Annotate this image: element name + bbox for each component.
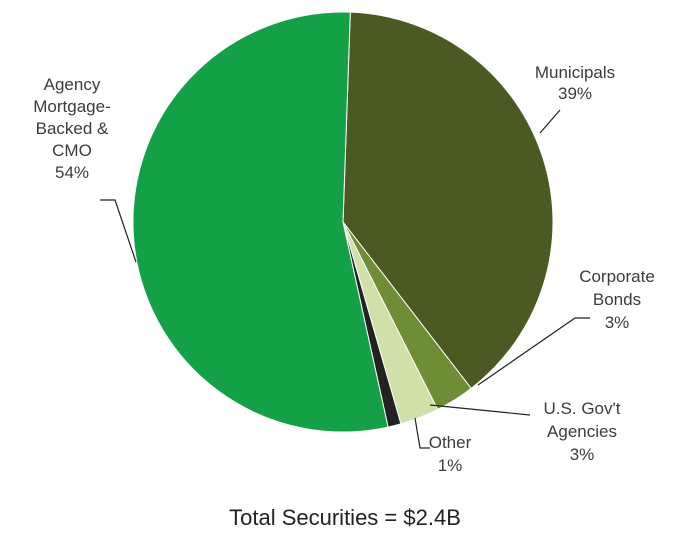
slice-label: Agency Mortgage- Backed & CMO 54%	[33, 75, 110, 182]
slice-label-line: 1%	[438, 456, 463, 475]
leader-line	[477, 317, 590, 386]
slice-label-line: CMO	[52, 141, 92, 160]
slice-label-line: Municipals	[535, 63, 615, 82]
pie-slice-agency-mortgage-backed-cmo	[132, 11, 389, 433]
leader-line	[539, 109, 561, 134]
slice-label: U.S. Gov't Agencies 3%	[544, 399, 621, 464]
slice-label: Other 1%	[429, 433, 472, 475]
pie-slice-municipals	[342, 11, 554, 390]
slice-label-line: U.S. Gov't	[544, 399, 621, 418]
slice-label-line: Agency	[44, 75, 101, 94]
total-securities-label: Total Securities = $2.4B	[229, 505, 461, 530]
slice-label-line: Bonds	[593, 290, 641, 309]
leader-line	[414, 417, 430, 449]
slice-label-line: 3%	[605, 313, 630, 332]
slice-label-line: Agencies	[547, 422, 617, 441]
slice-label-line: Corporate	[579, 267, 655, 286]
slice-label-line: 39%	[558, 84, 592, 103]
slice-label-line: Other	[429, 433, 472, 452]
slice-label-line: Mortgage-	[33, 97, 110, 116]
slice-label: Corporate Bonds 3%	[579, 267, 655, 332]
slice-label: Municipals 39%	[535, 63, 615, 103]
leader-line	[429, 404, 531, 416]
slice-label-line: 3%	[570, 445, 595, 464]
slice-label-line: Backed &	[36, 119, 109, 138]
slice-label-line: 54%	[55, 163, 89, 182]
leader-line	[100, 199, 137, 263]
